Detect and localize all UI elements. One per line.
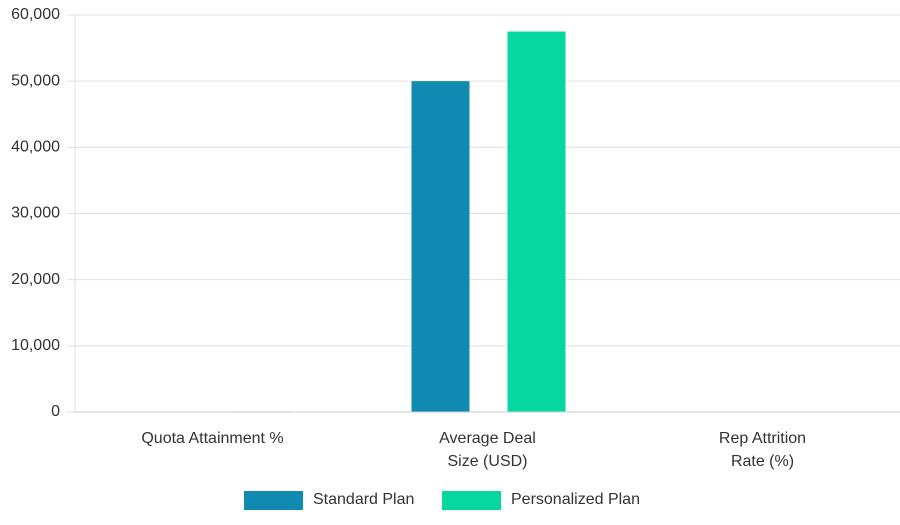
- bar: [507, 31, 566, 413]
- y-tick-label: 50,000: [11, 72, 60, 89]
- bar: [411, 81, 470, 413]
- y-tick-label: 30,000: [11, 205, 60, 222]
- y-tick-label: 40,000: [11, 139, 60, 156]
- x-tick-label: Rep Attrition: [719, 430, 806, 447]
- y-tick-label: 60,000: [11, 6, 60, 23]
- legend-swatch: [244, 491, 303, 510]
- y-tick-label: 0: [51, 403, 60, 420]
- x-tick-label: Rate (%): [731, 453, 794, 470]
- legend-label: Standard Plan: [313, 491, 414, 508]
- y-tick-label: 10,000: [11, 337, 60, 354]
- x-tick-label: Average Deal: [439, 430, 536, 447]
- legend-swatch: [442, 491, 501, 510]
- y-tick-label: 20,000: [11, 271, 60, 288]
- x-tick-label: Quota Attainment %: [141, 430, 283, 447]
- legend-label: Personalized Plan: [511, 491, 640, 508]
- x-tick-label: Size (USD): [447, 453, 527, 470]
